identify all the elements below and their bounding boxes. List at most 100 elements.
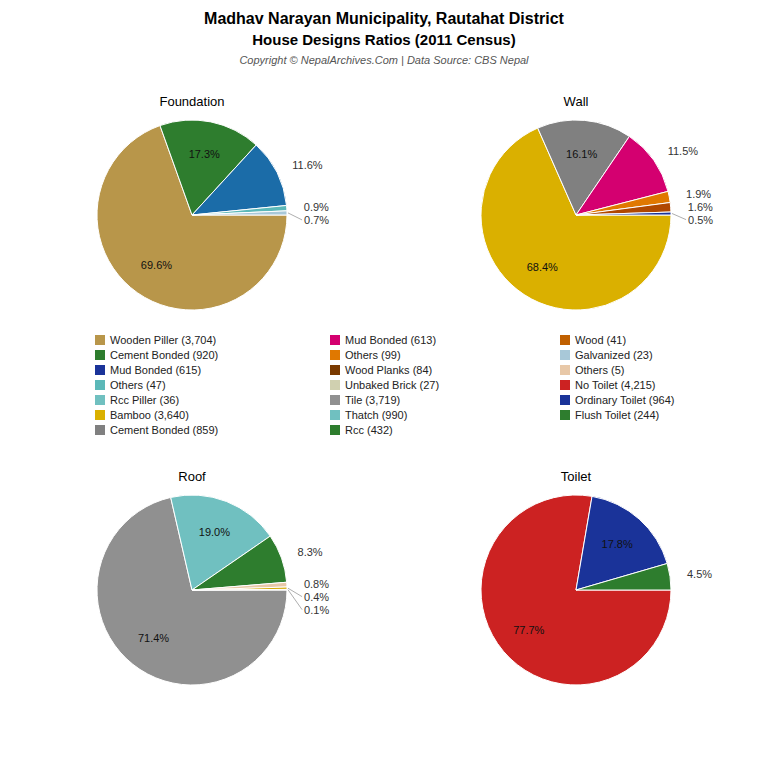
legend-swatch — [330, 380, 340, 390]
legend-swatch — [560, 350, 570, 360]
legend-label: Wood (41) — [575, 334, 626, 346]
legend-item: Wooden Piller (3,704) — [95, 334, 216, 346]
legend-label: Flush Toilet (244) — [575, 409, 659, 421]
legend-item: Others (99) — [330, 349, 401, 361]
data-label: 4.5% — [687, 568, 712, 580]
legend-item: No Toilet (4,215) — [560, 379, 656, 391]
legend-item: Wood Planks (84) — [330, 364, 432, 376]
slices — [97, 120, 287, 310]
legend-label: Galvanized (23) — [575, 349, 653, 361]
chart-title: Roof — [178, 469, 206, 484]
legend-swatch — [95, 350, 105, 360]
data-label: 8.3% — [298, 546, 323, 558]
slices — [481, 495, 671, 685]
data-label: 11.5% — [668, 145, 699, 157]
legend-label: Tile (3,719) — [345, 394, 400, 406]
annotation: Copyright © NepalArchives.Com | Data Sou… — [239, 54, 529, 66]
data-label: 69.6% — [141, 259, 172, 271]
legend-item: Flush Toilet (244) — [560, 409, 659, 421]
legend-item: Rcc Piller (36) — [95, 394, 179, 406]
legend-item: Galvanized (23) — [560, 349, 653, 361]
legend-swatch — [95, 410, 105, 420]
legend-item: Mud Bonded (615) — [95, 364, 201, 376]
legend-swatch — [330, 425, 340, 435]
pie-chart: Wall 68.4% 16.1% 11.5% 1.9%1.6%0.5% — [481, 94, 713, 310]
slice — [192, 536, 287, 590]
data-label: 77.7% — [513, 624, 544, 636]
legend-label: No Toilet (4,215) — [575, 379, 656, 391]
legend-item: Unbaked Brick (27) — [330, 379, 439, 391]
legend-label: Mud Bonded (615) — [110, 364, 201, 376]
leader-line — [288, 590, 302, 610]
legend-label: Others (47) — [110, 379, 166, 391]
slice — [97, 126, 287, 310]
slice — [576, 563, 671, 590]
legend-item: Mud Bonded (613) — [330, 334, 436, 346]
slice — [192, 205, 287, 215]
legend-label: Unbaked Brick (27) — [345, 379, 439, 391]
legend-item: Bamboo (3,640) — [95, 409, 189, 421]
legend-item: Others (47) — [95, 379, 166, 391]
legend-label: Others (99) — [345, 349, 401, 361]
data-label: 17.3% — [189, 148, 220, 160]
slice — [481, 495, 671, 685]
legend-label: Wood Planks (84) — [345, 364, 432, 376]
legend-item: Ordinary Toilet (964) — [560, 394, 674, 406]
slice — [481, 128, 671, 310]
legend-swatch — [330, 335, 340, 345]
data-label: 1.9% — [686, 188, 711, 200]
legend-label: Cement Bonded (859) — [110, 424, 218, 436]
legend-swatch — [95, 395, 105, 405]
legend-label: Cement Bonded (920) — [110, 349, 218, 361]
legend: Wooden Piller (3,704) Cement Bonded (920)… — [95, 334, 674, 436]
data-label: 0.4% — [304, 591, 329, 603]
data-label: 68.4% — [527, 261, 558, 273]
legend-label: Others (5) — [575, 364, 625, 376]
slice — [192, 582, 287, 590]
data-label: 11.6% — [292, 159, 323, 171]
slice — [192, 587, 287, 590]
legend-item: Thatch (990) — [330, 409, 407, 421]
legend-label: Ordinary Toilet (964) — [575, 394, 674, 406]
legend-swatch — [560, 335, 570, 345]
slice — [576, 203, 671, 215]
legend-item: Tile (3,719) — [330, 394, 400, 406]
legend-label: Wooden Piller (3,704) — [110, 334, 216, 346]
legend-label: Rcc Piller (36) — [110, 394, 179, 406]
pie-chart: Foundation 69.6% 17.3% 11.6% 0.9%0.7% — [97, 94, 329, 310]
chart-title: Toilet — [561, 469, 592, 484]
legend-item: Cement Bonded (859) — [95, 424, 218, 436]
slice — [192, 211, 287, 215]
legend-swatch — [560, 380, 570, 390]
legend-label: Mud Bonded (613) — [345, 334, 436, 346]
leader-line — [288, 213, 302, 220]
chart-title: Wall — [564, 94, 589, 109]
chart: Madhav Narayan Municipality, Rautahat Di… — [0, 0, 768, 768]
legend-label: Rcc (432) — [345, 424, 393, 436]
legend-item: Wood (41) — [560, 334, 626, 346]
chart-title: Foundation — [159, 94, 224, 109]
legend-swatch — [560, 410, 570, 420]
pie-chart: Roof71.4%19.0%8.3%0.8%0.4%0.1% — [97, 469, 329, 685]
legend-swatch — [560, 395, 570, 405]
data-label: 0.9% — [304, 201, 329, 213]
legend-swatch — [560, 365, 570, 375]
leader-line — [672, 213, 686, 219]
data-label: 0.5% — [688, 214, 713, 226]
legend-swatch — [330, 410, 340, 420]
slice — [192, 589, 287, 591]
slices — [481, 120, 671, 310]
data-label: 16.1% — [566, 148, 597, 160]
pie-chart: Toilet 77.7% 17.8% 4.5% — [481, 469, 712, 685]
data-label: 17.8% — [602, 538, 633, 550]
data-label: 0.7% — [304, 214, 329, 226]
legend-item: Cement Bonded (920) — [95, 349, 218, 361]
data-label: 0.8% — [304, 578, 329, 590]
legend-item: Rcc (432) — [330, 424, 393, 436]
data-label: 1.6% — [688, 201, 713, 213]
legend-label: Bamboo (3,640) — [110, 409, 189, 421]
legend-label: Thatch (990) — [345, 409, 407, 421]
legend-swatch — [95, 425, 105, 435]
data-label: 19.0% — [199, 526, 230, 538]
data-label: 71.4% — [138, 632, 169, 644]
